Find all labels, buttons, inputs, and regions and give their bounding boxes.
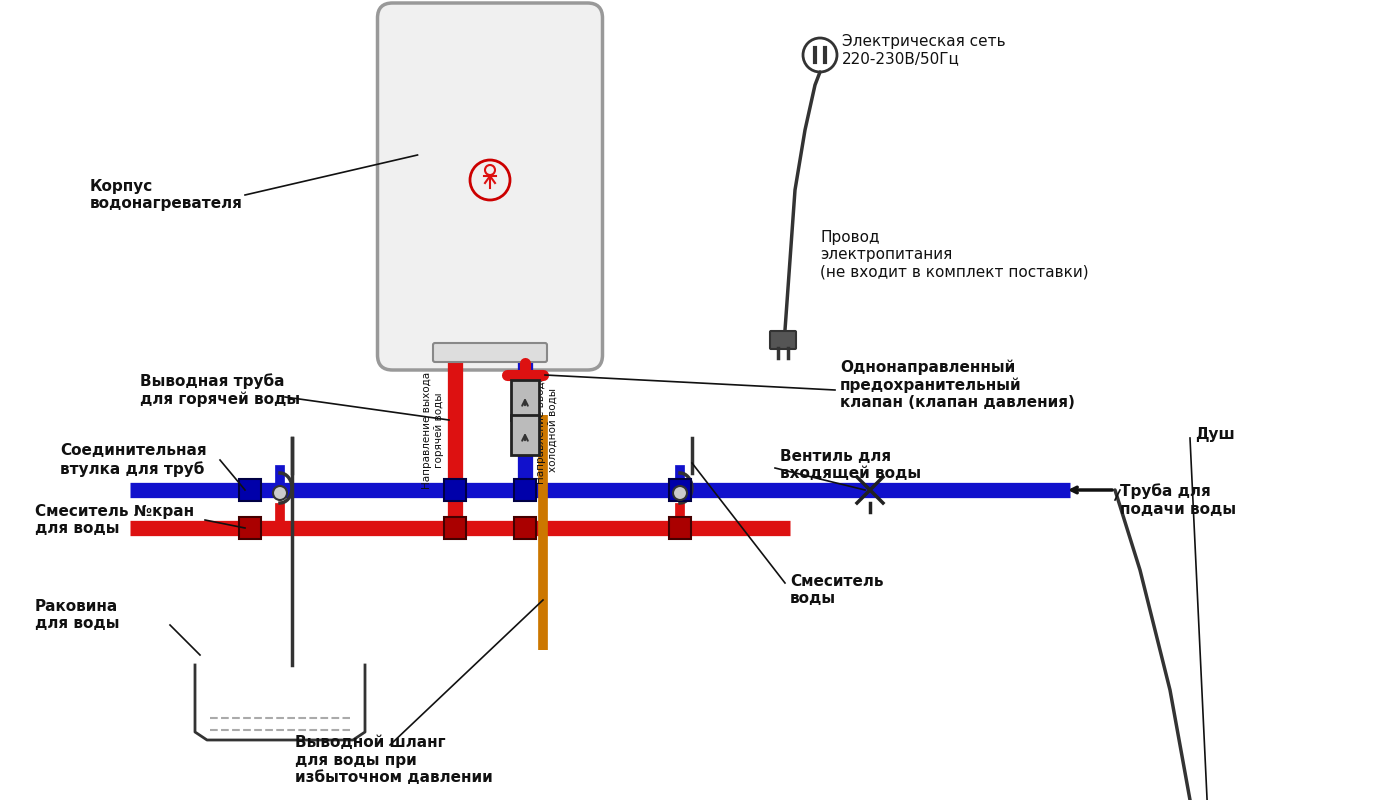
FancyBboxPatch shape [444,479,466,501]
Text: Смеситель №кран
для воды: Смеситель №кран для воды [35,504,194,536]
Text: Провод
электропитания
(не входит в комплект поставки): Провод электропитания (не входит в компл… [819,230,1089,280]
FancyBboxPatch shape [433,343,547,362]
Text: Корпус
водонагревателя: Корпус водонагревателя [90,178,242,211]
FancyBboxPatch shape [239,517,262,539]
FancyBboxPatch shape [668,517,691,539]
Circle shape [273,486,286,500]
Text: Смеситель
воды: Смеситель воды [790,574,883,606]
FancyBboxPatch shape [511,415,538,455]
FancyBboxPatch shape [239,479,262,501]
FancyBboxPatch shape [444,517,466,539]
FancyBboxPatch shape [378,3,602,370]
Text: Душ: Душ [1194,427,1235,442]
Circle shape [803,38,837,72]
Text: Направление ввода
холодной воды: Направление ввода холодной воды [536,375,558,485]
Text: Вентиль для
входящей воды: Вентиль для входящей воды [781,449,922,481]
Text: Электрическая сеть
220-230В/50Гц: Электрическая сеть 220-230В/50Гц [841,34,1006,66]
Text: Выводная труба
для горячей воды: Выводная труба для горячей воды [140,373,300,407]
Circle shape [484,165,495,175]
Text: Соединительная
втулка для труб: Соединительная втулка для труб [60,443,206,477]
Circle shape [673,486,686,500]
Circle shape [471,160,509,200]
FancyBboxPatch shape [513,517,536,539]
Text: Раковина
для воды: Раковина для воды [35,598,119,631]
FancyBboxPatch shape [668,479,691,501]
Text: Выводной шланг
для воды при
избыточном давлении: Выводной шланг для воды при избыточном д… [295,735,493,785]
Text: Однонаправленный
предохранительный
клапан (клапан давления): Однонаправленный предохранительный клапа… [840,359,1075,410]
Text: Направление выхода
горячей воды: Направление выхода горячей воды [422,371,444,489]
FancyBboxPatch shape [513,479,536,501]
FancyBboxPatch shape [770,331,796,349]
Text: Труба для
подачи воды: Труба для подачи воды [1120,483,1236,517]
FancyBboxPatch shape [511,380,538,420]
